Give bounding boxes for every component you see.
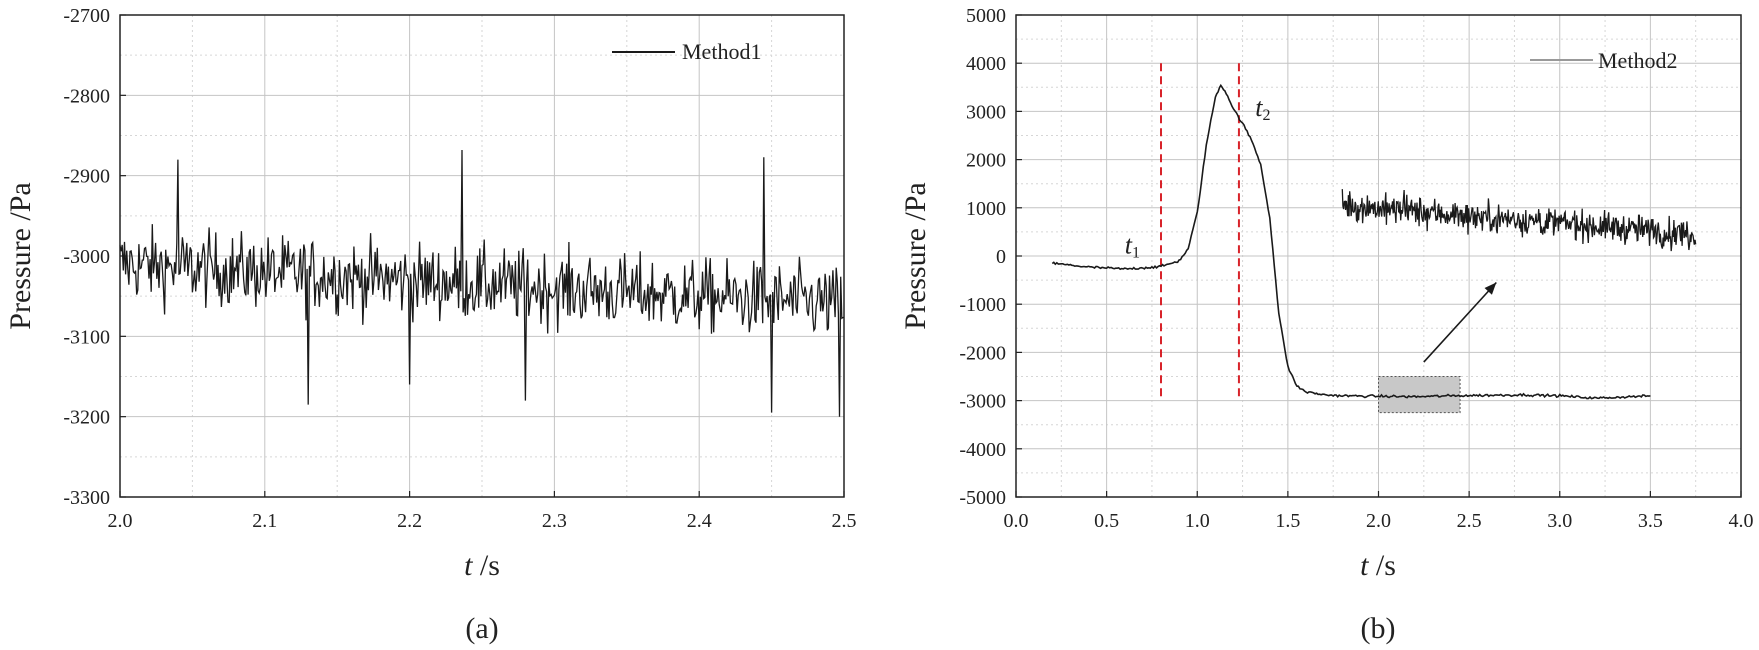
chart-b-ytick-label: 5000 <box>966 5 1006 27</box>
zoom-arrow-head <box>1484 282 1497 295</box>
chart-b-ytick-label: -4000 <box>959 439 1006 461</box>
chart-a-ytick-label: -2900 <box>63 166 110 188</box>
chart-b-inset <box>1341 189 1697 363</box>
chart-b-ytick-label: 3000 <box>966 101 1006 123</box>
chart-a-ytick-label: -3200 <box>63 407 110 429</box>
chart-b-ytick-label: -3000 <box>959 391 1006 413</box>
marker-label-t1: t1 <box>1125 231 1140 262</box>
chart-a-ytick-label: -3000 <box>63 246 110 268</box>
chart-a-xtick-label: 2.0 <box>108 510 133 532</box>
chart-a-xtick-label: 2.5 <box>832 510 857 532</box>
chart-b-highlight <box>1378 376 1461 414</box>
chart-b-xlabel: t /s <box>1360 549 1396 582</box>
chart-a-xtick-label: 2.2 <box>397 510 422 532</box>
chart-a-ytick-label: -3300 <box>63 487 110 509</box>
marker-label-t2: t2 <box>1255 93 1270 124</box>
chart-a-xtick-label: 2.3 <box>542 510 567 532</box>
chart-b: 0.0 0.5 1.0 1.5 2.0 2.5 3.0 3.5 4.0 -5000 -4000 -30… <box>899 5 1754 645</box>
chart-a-legend: Method1 <box>612 39 761 64</box>
panel-label-b: (b) <box>1361 612 1396 645</box>
chart-b-xtick-label: 1.5 <box>1275 510 1300 532</box>
chart-a-series <box>119 149 844 417</box>
chart-a: 2.0 2.1 2.2 2.3 2.4 2.5 -3300 -3200 -3100 -3000 -2… <box>4 5 857 645</box>
chart-b-ytick-label: -1000 <box>959 294 1006 316</box>
chart-a-xlabel-var: t <box>464 549 473 582</box>
chart-b-xtick-label: 0.0 <box>1004 510 1029 532</box>
chart-b-ticks: 0.0 0.5 1.0 1.5 2.0 2.5 3.0 3.5 4.0 -5000 -4000 -30… <box>959 5 1753 532</box>
zoom-arrow-shaft <box>1423 281 1497 363</box>
chart-b-ytick-label: -2000 <box>959 342 1006 364</box>
chart-b-ytick-label: 0 <box>996 246 1006 268</box>
chart-a-ticks: 2.0 2.1 2.2 2.3 2.4 2.5 -3300 -3200 -3100 -3000 -2… <box>63 5 856 532</box>
chart-b-xtick-label: 4.0 <box>1729 510 1754 532</box>
inset-noise-line <box>1341 189 1697 252</box>
chart-a-grid <box>119 14 845 498</box>
marker-label-t1-sub: 1 <box>1132 245 1140 262</box>
chart-a-xlabel: t /s <box>464 549 500 582</box>
chart-b-ytick-label: -5000 <box>959 487 1006 509</box>
legend-b-label: Method2 <box>1598 48 1677 73</box>
chart-a-xtick-label: 2.1 <box>252 510 277 532</box>
chart-b-xlabel-var: t <box>1360 549 1369 582</box>
panel-label-a: (a) <box>465 612 498 645</box>
chart-b-xtick-label: 3.0 <box>1547 510 1572 532</box>
legend-a-label: Method1 <box>682 39 761 64</box>
chart-b-ytick-label: 1000 <box>966 198 1006 220</box>
chart-b-grid <box>1015 14 1742 498</box>
series-method2-line <box>1051 83 1651 400</box>
chart-b-xtick-label: 1.0 <box>1185 510 1210 532</box>
chart-b-xlabel-unit: /s <box>1368 549 1396 582</box>
chart-a-ylabel: Pressure /Pa <box>4 182 37 329</box>
chart-a-ytick-label: -3100 <box>63 326 110 348</box>
chart-b-legend: Method2 <box>1530 48 1677 73</box>
chart-b-ytick-label: 4000 <box>966 53 1006 75</box>
chart-a-xlabel-unit: /s <box>472 549 500 582</box>
chart-a-xtick-label: 2.4 <box>687 510 712 532</box>
series-method1-line <box>119 149 844 417</box>
highlight-box <box>1378 376 1461 414</box>
marker-label-t2-sub: 2 <box>1262 107 1270 124</box>
chart-b-ylabel: Pressure /Pa <box>899 182 932 329</box>
chart-b-xtick-label: 2.0 <box>1366 510 1391 532</box>
chart-a-ytick-label: -2800 <box>63 85 110 107</box>
chart-a-ytick-label: -2700 <box>63 5 110 27</box>
chart-b-series <box>1051 83 1651 400</box>
chart-b-xtick-label: 2.5 <box>1457 510 1482 532</box>
chart-b-xtick-label: 0.5 <box>1094 510 1119 532</box>
chart-b-ytick-label: 2000 <box>966 150 1006 172</box>
chart-b-xtick-label: 3.5 <box>1638 510 1663 532</box>
